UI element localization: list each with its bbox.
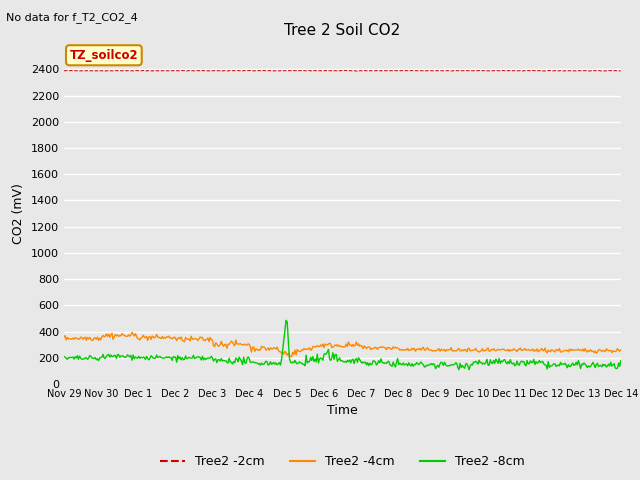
Tree2 -2cm (293, 67, 301, 73)
Tree2 -8cm (282, 317, 290, 323)
Tree2 -4cm (288, 354, 296, 360)
Tree2 -2cm (519, 68, 527, 74)
Tree2 -2cm (394, 68, 401, 73)
Legend: Tree2 -2cm, Tree2 -4cm, Tree2 -8cm: Tree2 -2cm, Tree2 -4cm, Tree2 -8cm (156, 450, 529, 473)
Tree2 -8cm (60, 354, 68, 360)
Line: Tree2 -2cm: Tree2 -2cm (64, 70, 621, 71)
Line: Tree2 -8cm: Tree2 -8cm (64, 320, 621, 370)
Tree2 -8cm (326, 356, 333, 362)
Tree2 -4cm (394, 345, 401, 351)
Tree2 -2cm (326, 68, 333, 74)
Line: Tree2 -4cm: Tree2 -4cm (64, 332, 621, 357)
Text: TZ_soilco2: TZ_soilco2 (70, 49, 138, 62)
Tree2 -4cm (330, 343, 338, 349)
Tree2 -2cm (329, 68, 337, 73)
Tree2 -4cm (128, 329, 136, 335)
Tree2 -2cm (60, 68, 68, 73)
Tree2 -4cm (617, 347, 625, 353)
Tree2 -8cm (393, 360, 401, 365)
Tree2 -2cm (606, 68, 614, 73)
Tree2 -2cm (364, 68, 371, 73)
Tree2 -8cm (519, 359, 527, 365)
Tree2 -2cm (617, 68, 625, 74)
Text: No data for f_T2_CO2_4: No data for f_T2_CO2_4 (6, 12, 138, 23)
X-axis label: Time: Time (327, 405, 358, 418)
Tree2 -4cm (327, 341, 335, 347)
Tree2 -4cm (364, 345, 371, 350)
Tree2 -4cm (60, 334, 68, 340)
Title: Tree 2 Soil CO2: Tree 2 Soil CO2 (284, 23, 401, 38)
Tree2 -8cm (465, 367, 473, 372)
Tree2 -4cm (606, 348, 614, 353)
Tree2 -8cm (606, 363, 614, 369)
Tree2 -8cm (362, 362, 370, 368)
Tree2 -8cm (617, 358, 625, 363)
Tree2 -4cm (519, 347, 527, 353)
Tree2 -2cm (353, 68, 360, 74)
Y-axis label: CO2 (mV): CO2 (mV) (12, 183, 26, 244)
Tree2 -8cm (329, 350, 337, 356)
